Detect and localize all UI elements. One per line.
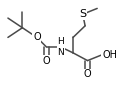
Text: O: O (84, 69, 91, 79)
Text: S: S (79, 9, 86, 19)
Text: H
N: H N (58, 37, 64, 57)
Text: O: O (43, 56, 50, 66)
Text: O: O (33, 32, 41, 42)
Text: OH: OH (102, 50, 117, 60)
